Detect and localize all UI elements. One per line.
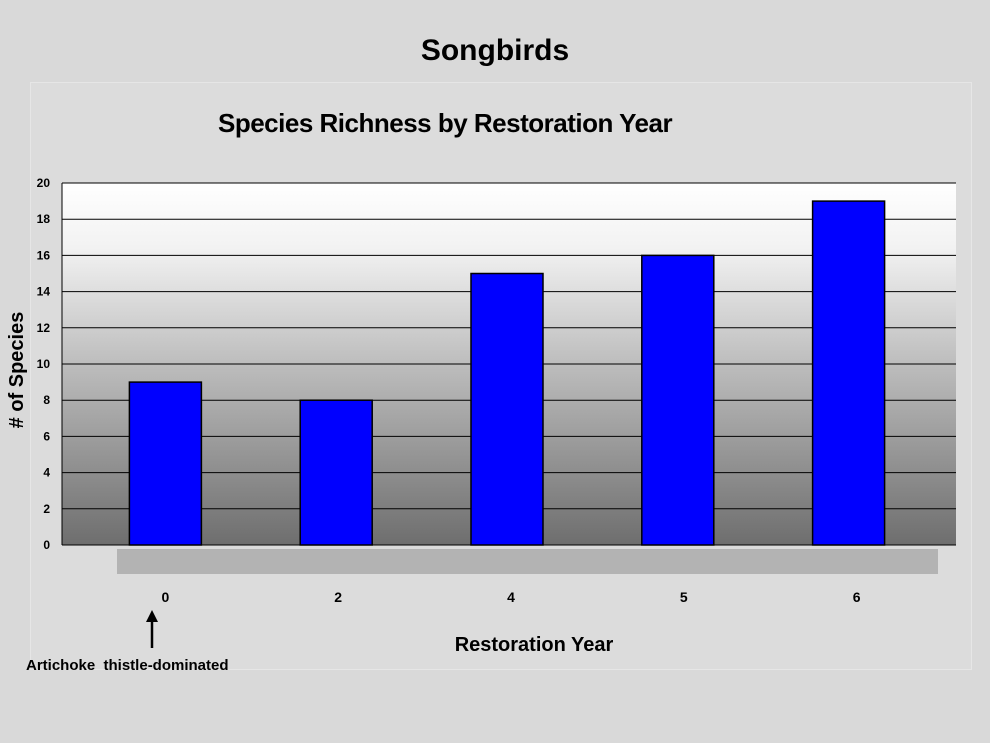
annotation-label: Artichoke thistle-dominated — [26, 657, 229, 674]
y-tick-label: 18 — [37, 212, 51, 226]
x-axis-title: Restoration Year — [455, 634, 614, 656]
page-title: Songbirds — [420, 34, 570, 67]
floor-bar — [117, 549, 938, 574]
y-tick-label: 8 — [43, 393, 50, 407]
chart-title: Species Richness by Restoration Year — [218, 108, 673, 138]
y-tick-label: 2 — [43, 502, 50, 516]
bar-year-5 — [641, 254, 715, 546]
x-tick-label: 4 — [507, 589, 515, 605]
y-tick-label: 6 — [43, 429, 50, 443]
annotation-arrow — [146, 610, 158, 648]
bar-year-2 — [299, 399, 373, 546]
y-axis-title: # of Species — [6, 312, 28, 429]
bar-year-4 — [470, 272, 544, 546]
x-tick-label: 2 — [334, 589, 342, 605]
y-tick-label: 12 — [37, 321, 51, 335]
y-tick-label: 20 — [37, 176, 51, 190]
bar-year-6 — [811, 200, 886, 546]
y-tick-label: 0 — [43, 538, 50, 552]
bar-year-0 — [128, 381, 203, 546]
x-tick-label: 0 — [162, 589, 170, 605]
y-tick-label: 10 — [37, 357, 51, 371]
x-tick-label: 6 — [853, 589, 861, 605]
y-tick-label: 16 — [37, 248, 51, 262]
x-tick-label: 5 — [680, 589, 688, 605]
y-tick-label: 4 — [43, 466, 50, 480]
y-tick-label: 14 — [37, 285, 51, 299]
